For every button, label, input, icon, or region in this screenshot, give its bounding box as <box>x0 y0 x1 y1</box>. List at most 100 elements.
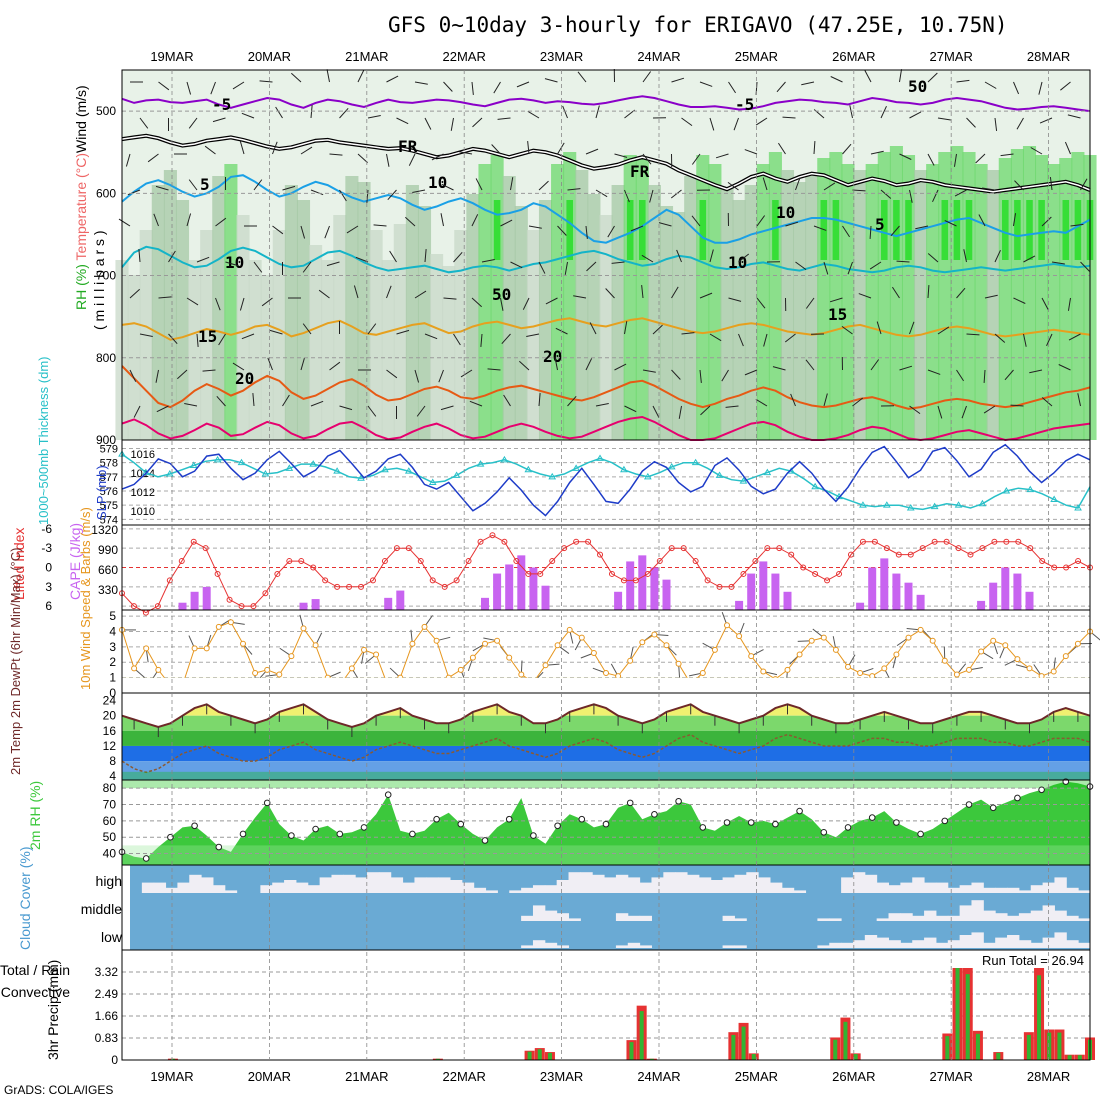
cloud-cover-bar <box>723 945 735 948</box>
precip-rain-bar <box>1068 1055 1072 1060</box>
cape-ytick: 990 <box>98 543 118 557</box>
wind10m-point <box>882 666 887 671</box>
wind10m-point <box>797 652 802 657</box>
cloud-cover-bar <box>628 943 640 948</box>
run-total-label: Run Total = 26.94 <box>982 953 1084 968</box>
precip-rain-bar <box>548 1053 552 1060</box>
cloud-cover-bar <box>948 888 960 893</box>
rh-shade-column <box>188 260 201 440</box>
wind10m-point <box>543 663 548 668</box>
cloud-cover-bar <box>734 918 746 921</box>
cape-ytick: 330 <box>98 583 118 597</box>
precip-rain-bar <box>1078 1055 1082 1060</box>
cloud-cover-bar <box>1007 935 1019 948</box>
cloud-cover-bar <box>829 943 841 948</box>
precip-ytick: 2.49 <box>95 987 119 1001</box>
cloud-cover-bar <box>924 938 936 948</box>
wind10m-point <box>1063 654 1068 659</box>
cloud-cover-bar <box>154 883 166 893</box>
rh-shade-column <box>745 185 758 440</box>
rh-band <box>122 845 1090 865</box>
contour-label: 50 <box>492 285 511 304</box>
wind10m-point <box>991 638 996 643</box>
cloud-cover-bar <box>1078 890 1090 893</box>
bottom-date-label: 23MAR <box>540 1069 583 1084</box>
lifted-ytick: -6 <box>41 522 52 536</box>
wind10m-point <box>591 651 596 656</box>
wind10m-point <box>1039 674 1044 679</box>
precip-rain-bar <box>945 1036 949 1060</box>
wind10m-point <box>313 643 318 648</box>
rh-core-column <box>954 200 961 260</box>
rh2m-point <box>700 825 706 831</box>
rh2m-point <box>337 831 343 837</box>
rh-shade-column <box>902 155 915 440</box>
temp-ytick: 16 <box>103 724 117 738</box>
cloud-level-label: middle <box>81 901 122 917</box>
rh2m-point <box>143 856 149 862</box>
top-date-label: 24MAR <box>637 49 680 64</box>
wind10m-point <box>785 667 790 672</box>
cape-bar <box>203 587 211 610</box>
cloud-cover-bar <box>569 918 581 921</box>
precip-ytick: 0 <box>111 1053 118 1067</box>
cloud-cover-bar <box>912 940 924 948</box>
cloud-cover-bar <box>889 940 901 948</box>
cloud-cover-bar <box>201 877 213 893</box>
cape-bar <box>481 598 489 610</box>
rh-shade-column <box>684 176 697 440</box>
cloud-cover-bar <box>971 883 983 893</box>
cape-bar <box>505 564 513 610</box>
cloud-cover-bar <box>1007 888 1019 893</box>
rh-ytick: 50 <box>103 830 117 844</box>
cloud-cover-bar <box>734 945 746 948</box>
temp2m-ylabel: 2m Temp 2m DewPt (6hr Min/Max) (°C) <box>8 548 23 775</box>
wind10m-point <box>979 649 984 654</box>
cape-bar <box>614 592 622 610</box>
cloud-cover-bar <box>853 872 865 893</box>
rh-shade-column <box>733 200 746 440</box>
rh-shade-column <box>987 170 1000 440</box>
cloud-cover-bar <box>604 877 616 893</box>
precip-rain-bar <box>1037 975 1041 1060</box>
rh-core-column <box>1002 200 1009 260</box>
cape-bar <box>179 603 187 610</box>
precip-rain-bar <box>742 1027 746 1060</box>
rh-shade-column <box>926 164 939 440</box>
thickness-ylabel: 1000~500mb Thickness (dm) <box>36 357 51 526</box>
cloud-cover-bar <box>343 875 355 893</box>
rh2m-point <box>216 844 222 850</box>
cloud-cover-bar <box>296 883 308 893</box>
rh-shade-column <box>696 155 709 440</box>
cloud-cover-bar <box>260 885 272 893</box>
cloud-cover-bar <box>675 872 687 893</box>
precip-ytick: 0.83 <box>95 1031 119 1045</box>
rh2m-point <box>603 821 609 827</box>
upper-air-ylabel: RH (%) Temperature (°C)Wind (m/s) <box>73 85 89 310</box>
contour-label: 5 <box>200 175 210 194</box>
cape-bar <box>747 574 755 610</box>
wind10m-point <box>737 634 742 639</box>
cape-bar <box>892 574 900 610</box>
wind10m-point <box>821 635 826 640</box>
rh2m-point <box>482 838 488 844</box>
cloud-cover-bar <box>1019 913 1031 921</box>
credit-text: GrADS: COLA/IGES <box>4 1083 113 1097</box>
rh-core-column <box>905 200 912 260</box>
cloud-cover-bar <box>331 875 343 893</box>
rh-shade-column <box>829 152 842 440</box>
cloud-cover-bar <box>900 943 912 948</box>
rh2m-point <box>361 825 367 831</box>
rh2m-point <box>506 816 512 822</box>
top-date-label: 21MAR <box>345 49 388 64</box>
wind10m-point <box>228 620 233 625</box>
slp-ytick: 1012 <box>131 487 155 499</box>
contour-label: 10 <box>428 173 447 192</box>
cloud-cover-bar <box>663 872 675 893</box>
wind-ytick: 1 <box>109 671 116 685</box>
cloud-cover-bar <box>936 883 948 893</box>
wind10m-point <box>507 655 512 660</box>
wind10m-point <box>567 627 572 632</box>
rh2m-point <box>289 833 295 839</box>
